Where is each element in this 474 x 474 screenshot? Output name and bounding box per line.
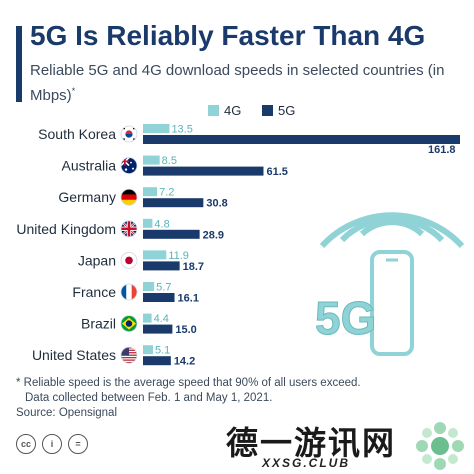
bar-5g-united-kingdom: [143, 229, 200, 239]
legend-label-5g: 5G: [278, 103, 295, 118]
value-label-5g-south-korea: 161.8: [428, 144, 456, 156]
legend-swatch-4g: [208, 105, 219, 116]
no-derivatives-icon: =: [68, 434, 88, 454]
legend-swatch-5g: [262, 105, 273, 116]
value-label-5g-australia: 61.5: [266, 166, 287, 178]
bar-4g-germany: [143, 187, 158, 197]
bar-4g-brazil: [143, 313, 152, 323]
bar-4g-japan: [143, 250, 167, 260]
smartphone-wifi-icon: [319, 212, 465, 356]
category-label-brazil: Brazil: [81, 316, 116, 332]
bar-5g-germany: [143, 198, 204, 208]
value-label-5g-united-kingdom: 28.9: [203, 229, 224, 241]
subtitle-footnote-mark: *: [71, 86, 76, 96]
category-label-germany: Germany: [58, 189, 116, 205]
watermark-subtext: XXSG.CLUB: [262, 456, 351, 470]
france-flag-icon: [120, 283, 138, 301]
category-label-south-korea: South Korea: [38, 126, 116, 142]
title-accent-bar: [16, 26, 22, 102]
value-label-4g-brazil: 4.4: [154, 313, 169, 325]
footnote-line-2: Data collected between Feb. 1 and May 1,…: [25, 392, 273, 404]
australia-flag-icon: [120, 157, 138, 174]
value-label-4g-united-kingdom: 4.8: [154, 218, 169, 230]
value-label-5g-brazil: 15.0: [175, 324, 196, 336]
value-label-4g-france: 5.7: [156, 282, 171, 294]
bar-5g-japan: [143, 261, 180, 271]
united-kingdom-flag-icon: [120, 220, 138, 238]
category-label-france: France: [72, 284, 116, 300]
bar-5g-france: [143, 293, 175, 302]
value-label-4g-australia: 8.5: [162, 155, 177, 167]
chart-subtitle: Reliable 5G and 4G download speeds in se…: [30, 61, 450, 106]
value-label-4g-japan: 11.9: [168, 250, 189, 262]
germany-flag-icon: [120, 188, 138, 206]
footnote: * Reliable speed is the average speed th…: [16, 376, 361, 421]
chart-title: 5G Is Reliably Faster Than 4G: [30, 20, 426, 51]
watermark-logo-icon: [416, 422, 464, 470]
value-label-4g-germany: 7.2: [159, 187, 174, 199]
value-label-4g-united-states: 5.1: [155, 345, 170, 357]
creative-commons-icon: cc: [16, 434, 36, 454]
bar-5g-united-states: [143, 356, 171, 366]
subtitle-text: Reliable 5G and 4G download speeds in se…: [30, 62, 445, 104]
value-label-4g-south-korea: 13.5: [171, 124, 192, 136]
bar-4g-united-kingdom: [143, 218, 153, 228]
bar-4g-united-states: [143, 345, 153, 355]
category-label-australia: Australia: [62, 158, 117, 174]
category-label-united-kingdom: United Kingdom: [16, 221, 116, 237]
watermark-text: 德一游讯网: [226, 425, 397, 461]
chart-rows: South Korea 13.5 161.8 Australia 8.5 61.5 Germ…: [16, 124, 460, 368]
footnote-line-1: * Reliable speed is the average speed th…: [16, 377, 361, 389]
legend-label-4g: 4G: [224, 103, 241, 118]
bar-4g-australia: [143, 155, 160, 165]
category-label-japan: Japan: [78, 252, 116, 268]
south-korea-flag-icon: [120, 125, 138, 143]
bar-chart: 4G 5G South Korea 13.5 161.8 Australia 8.5 61.…: [16, 103, 460, 368]
source-note: Source: Opensignal: [16, 407, 118, 419]
illustration-5g-label: 5G: [315, 292, 376, 344]
bar-5g-australia: [143, 166, 264, 176]
value-label-5g-japan: 18.7: [183, 261, 204, 273]
bar-5g-south-korea: [143, 135, 460, 144]
bar-4g-france: [143, 282, 155, 291]
bar-5g-brazil: [143, 324, 173, 334]
category-label-united-states: United States: [32, 347, 116, 363]
japan-flag-icon: [120, 251, 138, 269]
brazil-flag-icon: [120, 315, 138, 333]
attribution-icon: i: [42, 434, 62, 454]
value-label-5g-united-states: 14.2: [174, 356, 195, 368]
bar-4g-south-korea: [143, 124, 170, 133]
united-states-flag-icon: [120, 346, 138, 364]
value-label-5g-germany: 30.8: [206, 198, 227, 210]
chart-legend: 4G 5G: [208, 103, 295, 118]
value-label-5g-france: 16.1: [178, 293, 199, 305]
